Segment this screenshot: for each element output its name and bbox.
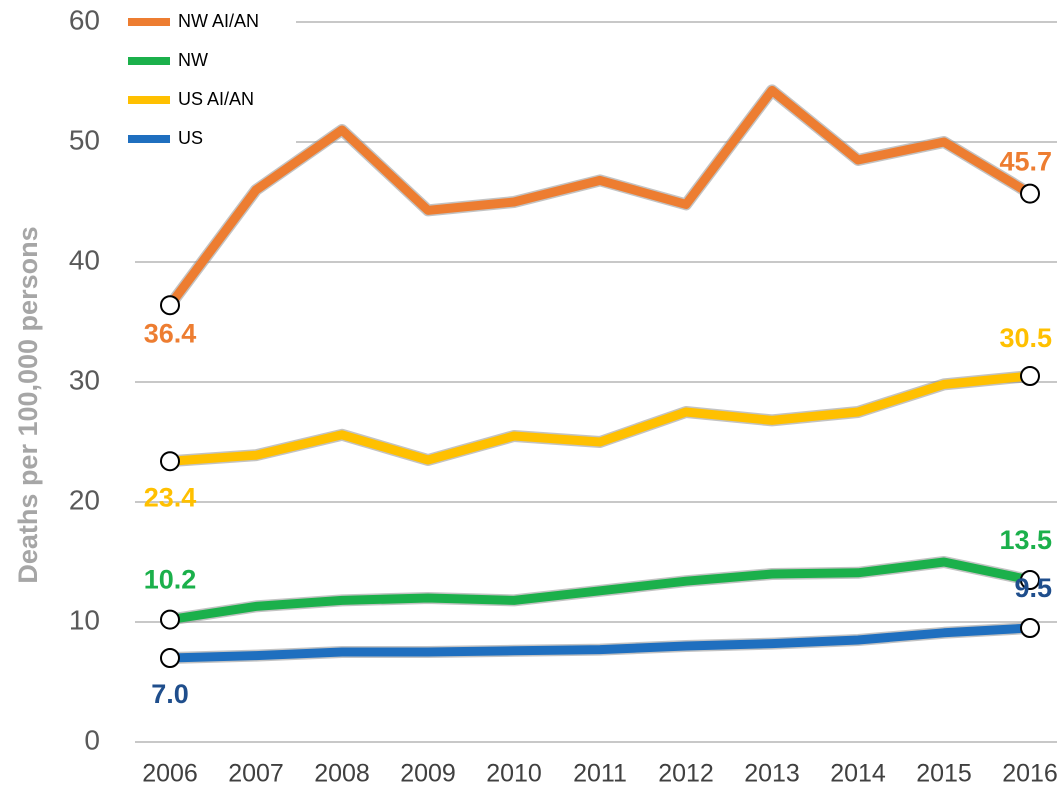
- legend-swatch: [128, 18, 170, 26]
- x-tick-label: 2006: [142, 760, 198, 788]
- value-label: 23.4: [144, 482, 197, 512]
- x-tick-label: 2014: [830, 760, 886, 788]
- series-line: [169, 623, 1031, 663]
- y-tick-label: 50: [69, 124, 100, 155]
- legend-label: US AI/AN: [178, 89, 254, 109]
- series-line: [166, 85, 1033, 308]
- x-tick-label: 2010: [486, 760, 542, 788]
- y-tick-label: 10: [69, 604, 100, 635]
- y-tick-label: 40: [69, 244, 100, 275]
- endpoint-marker: [1020, 570, 1040, 590]
- x-tick-label: 2016: [1002, 760, 1057, 788]
- x-tick-label: 2009: [400, 760, 456, 788]
- endpoint-marker: [160, 295, 180, 316]
- value-label: 30.5: [999, 323, 1052, 353]
- series-line: [169, 557, 1031, 625]
- x-tick-label: 2012: [658, 760, 714, 788]
- endpoint-marker: [1020, 366, 1040, 386]
- legend-swatch: [128, 135, 170, 143]
- y-tick-label: 60: [69, 4, 100, 35]
- endpoint-marker: [1020, 183, 1040, 204]
- legend-label: NW AI/AN: [178, 11, 259, 31]
- y-tick-label: 20: [69, 484, 100, 515]
- endpoint-marker: [1020, 618, 1040, 638]
- y-axis-label: Deaths per 100,000 persons: [13, 226, 43, 583]
- legend-label: US: [178, 128, 203, 148]
- legend-swatch: [128, 96, 170, 104]
- x-tick-label: 2015: [916, 760, 972, 788]
- x-tick-label: 2011: [573, 760, 627, 788]
- series-line: [169, 371, 1031, 466]
- x-tick-label: 2013: [744, 760, 800, 788]
- series-line-shadow: [165, 84, 1034, 309]
- x-tick-label: 2008: [314, 760, 370, 788]
- y-tick-label: 30: [69, 364, 100, 395]
- x-tick-label: 2007: [228, 760, 284, 788]
- value-label: 13.5: [999, 525, 1052, 555]
- legend-swatch: [128, 57, 170, 65]
- y-tick-label: 0: [84, 724, 100, 755]
- endpoint-marker: [160, 609, 180, 630]
- value-label: 10.2: [144, 565, 197, 595]
- endpoint-marker: [160, 648, 180, 668]
- endpoint-marker: [160, 451, 180, 472]
- value-label: 7.0: [151, 679, 189, 709]
- value-label: 45.7: [999, 147, 1052, 177]
- value-label: 36.4: [144, 318, 197, 348]
- legend-background: [124, 6, 296, 156]
- value-label: 9.5: [1014, 573, 1052, 603]
- legend-label: NW: [178, 50, 208, 70]
